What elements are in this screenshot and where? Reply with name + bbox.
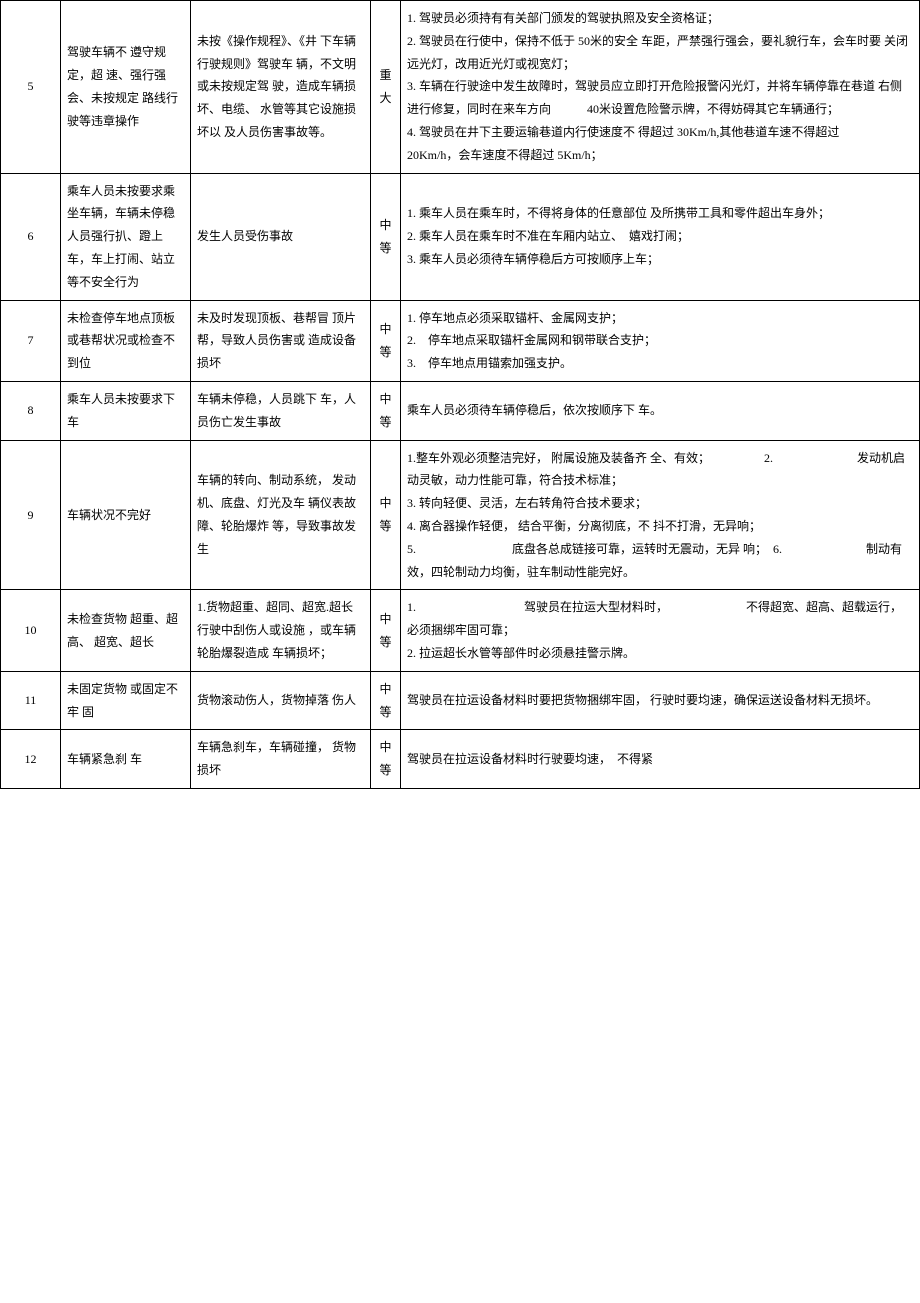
row-number: 7 [1,300,61,381]
level-cell: 中等 [371,173,401,300]
row-number: 9 [1,440,61,590]
table-row: 11未固定货物 或固定不牢 固货物滚动伤人，货物掉落 伤人中等驾驶员在拉运设备材… [1,671,920,730]
row-number: 10 [1,590,61,671]
hazard-cell: 未检查停车地点顶板或巷帮状况或检查不到位 [61,300,191,381]
consequence-cell: 发生人员受伤事故 [191,173,371,300]
level-cell: 中等 [371,590,401,671]
measures-cell: 乘车人员必须待车辆停稳后，依次按顺序下 车。 [401,381,920,440]
table-row: 9车辆状况不完好车辆的转向、制动系统， 发动机、底盘、灯光及车 辆仪表故障、轮胎… [1,440,920,590]
row-number: 5 [1,1,61,174]
consequence-cell: 未按《操作规程》、《井 下车辆行驶规则》驾驶车 辆，不文明或未按规定驾 驶，造成… [191,1,371,174]
hazard-cell: 驾驶车辆不 遵守规定，超 速、强行强 会、未按规定 路线行驶等违章操作 [61,1,191,174]
hazard-cell: 未固定货物 或固定不牢 固 [61,671,191,730]
table-row: 7未检查停车地点顶板或巷帮状况或检查不到位未及时发现顶板、巷帮冒 顶片帮，导致人… [1,300,920,381]
table-row: 8乘车人员未按要求下车车辆未停稳，人员跳下 车，人员伤亡发生事故中等乘车人员必须… [1,381,920,440]
risk-table: 5驾驶车辆不 遵守规定，超 速、强行强 会、未按规定 路线行驶等违章操作未按《操… [0,0,920,789]
table-row: 6乘车人员未按要求乘坐车辆，车辆未停稳人员强行扒、蹬上车，车上打闹、站立等不安全… [1,173,920,300]
hazard-cell: 乘车人员未按要求乘坐车辆，车辆未停稳人员强行扒、蹬上车，车上打闹、站立等不安全行… [61,173,191,300]
consequence-cell: 车辆的转向、制动系统， 发动机、底盘、灯光及车 辆仪表故障、轮胎爆炸 等，导致事… [191,440,371,590]
row-number: 8 [1,381,61,440]
consequence-cell: 货物滚动伤人，货物掉落 伤人 [191,671,371,730]
measures-cell: 1. 驾驶员在拉运大型材料时， 不得超宽、超高、超载运行，必须捆绑牢固可靠；2.… [401,590,920,671]
hazard-cell: 车辆状况不完好 [61,440,191,590]
level-cell: 中等 [371,381,401,440]
measures-cell: 1.整车外观必须整洁完好， 附属设施及装备齐 全、有效； 2. 发动机启动灵敏，… [401,440,920,590]
measures-cell: 驾驶员在拉运设备材料时行驶要均速， 不得紧 [401,730,920,789]
measures-cell: 驾驶员在拉运设备材料时要把货物捆绑牢固， 行驶时要均速，确保运送设备材料无损坏。 [401,671,920,730]
table-row: 12车辆紧急刹 车车辆急刹车，车辆碰撞， 货物损坏中等驾驶员在拉运设备材料时行驶… [1,730,920,789]
level-cell: 中等 [371,440,401,590]
level-cell: 重大 [371,1,401,174]
consequence-cell: 车辆未停稳，人员跳下 车，人员伤亡发生事故 [191,381,371,440]
level-cell: 中等 [371,730,401,789]
row-number: 11 [1,671,61,730]
measures-cell: 1. 驾驶员必须持有有关部门颁发的驾驶执照及安全资格证；2. 驾驶员在行使中，保… [401,1,920,174]
consequence-cell: 未及时发现顶板、巷帮冒 顶片帮，导致人员伤害或 造成设备损坏 [191,300,371,381]
row-number: 6 [1,173,61,300]
consequence-cell: 1.货物超重、超同、超宽.超长行驶中刮伤人或设施 ，或车辆轮胎爆裂造成 车辆损坏… [191,590,371,671]
table-row: 10未检查货物 超重、超高、 超宽、超长1.货物超重、超同、超宽.超长行驶中刮伤… [1,590,920,671]
measures-cell: 1. 乘车人员在乘车时，不得将身体的任意部位 及所携带工具和零件超出车身外；2.… [401,173,920,300]
level-cell: 中等 [371,300,401,381]
hazard-cell: 未检查货物 超重、超高、 超宽、超长 [61,590,191,671]
table-row: 5驾驶车辆不 遵守规定，超 速、强行强 会、未按规定 路线行驶等违章操作未按《操… [1,1,920,174]
measures-cell: 1. 停车地点必须采取锚杆、金属网支护；2. 停车地点采取锚杆金属网和钢带联合支… [401,300,920,381]
row-number: 12 [1,730,61,789]
hazard-cell: 乘车人员未按要求下车 [61,381,191,440]
hazard-cell: 车辆紧急刹 车 [61,730,191,789]
consequence-cell: 车辆急刹车，车辆碰撞， 货物损坏 [191,730,371,789]
level-cell: 中等 [371,671,401,730]
